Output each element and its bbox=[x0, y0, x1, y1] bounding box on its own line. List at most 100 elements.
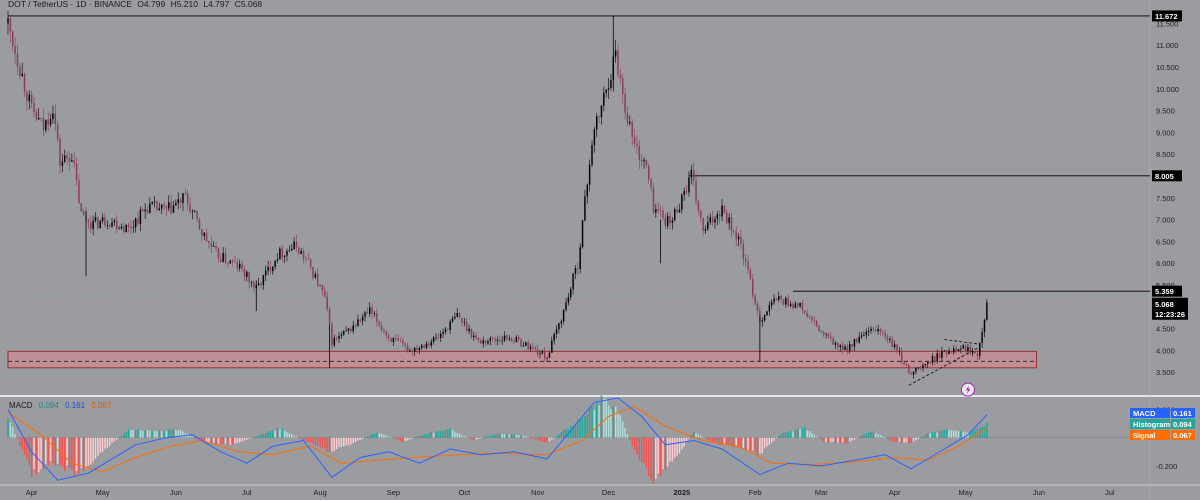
candle-body bbox=[872, 328, 875, 330]
candle bbox=[64, 149, 66, 164]
candle-body bbox=[629, 121, 631, 124]
candle bbox=[804, 310, 806, 315]
candle bbox=[730, 212, 733, 238]
candle-body bbox=[246, 271, 248, 277]
candle-body bbox=[728, 217, 730, 224]
candle-body bbox=[38, 117, 40, 120]
candle bbox=[532, 343, 534, 352]
candle bbox=[177, 192, 179, 210]
candle bbox=[832, 336, 834, 345]
candle-body bbox=[640, 159, 643, 162]
candle-body bbox=[369, 307, 371, 314]
macd-histogram-bar bbox=[577, 420, 579, 438]
candle-body bbox=[692, 169, 695, 181]
candle bbox=[513, 337, 515, 345]
candle bbox=[385, 330, 388, 339]
macd-histogram-bar bbox=[870, 431, 872, 438]
macd-histogram-bar bbox=[71, 437, 73, 470]
candle bbox=[863, 331, 865, 337]
candle bbox=[676, 204, 678, 214]
macd-histogram-bar bbox=[257, 435, 260, 438]
candle bbox=[347, 327, 350, 334]
candle bbox=[539, 350, 541, 359]
candle-body bbox=[896, 344, 898, 352]
candle bbox=[964, 344, 967, 354]
macd-histogram-bar bbox=[619, 415, 622, 438]
candle bbox=[390, 337, 392, 343]
macd-histogram-bar bbox=[638, 437, 641, 460]
candle bbox=[936, 349, 938, 364]
candle bbox=[595, 112, 598, 137]
macd-histogram-bar bbox=[551, 437, 553, 440]
candle-body bbox=[794, 303, 797, 308]
macd-histogram-bar bbox=[688, 437, 690, 439]
macd-histogram-bar bbox=[756, 437, 759, 455]
candle bbox=[409, 347, 411, 352]
candle bbox=[468, 324, 470, 335]
candle-body bbox=[740, 236, 742, 244]
candle-body bbox=[238, 263, 241, 269]
candle-body bbox=[796, 303, 799, 307]
candle bbox=[238, 259, 241, 272]
candle bbox=[593, 126, 596, 153]
candle bbox=[666, 212, 669, 229]
macd-histogram-bar bbox=[475, 437, 477, 440]
macd-histogram-bar bbox=[156, 431, 158, 438]
candle bbox=[860, 332, 863, 340]
macd-histogram-bar bbox=[645, 437, 648, 469]
candle bbox=[581, 219, 584, 249]
macd-histogram-bar bbox=[390, 437, 392, 438]
candle-body bbox=[314, 274, 317, 278]
candle-body bbox=[463, 321, 466, 323]
candle-body bbox=[683, 191, 685, 195]
macd-histogram-bar bbox=[295, 436, 298, 438]
macd-histogram-bar bbox=[766, 437, 768, 447]
candle-body bbox=[383, 330, 385, 332]
candle bbox=[591, 140, 593, 168]
candle bbox=[924, 363, 927, 368]
macd-histogram-bar bbox=[971, 430, 974, 438]
candle bbox=[118, 226, 120, 230]
candle bbox=[650, 177, 652, 193]
candle bbox=[224, 247, 227, 265]
candle bbox=[499, 335, 501, 344]
candle bbox=[236, 258, 239, 272]
macd-histogram-bar bbox=[678, 437, 681, 454]
candle-body bbox=[529, 346, 532, 350]
candle bbox=[326, 291, 328, 312]
candle bbox=[690, 164, 693, 185]
macd-histogram-bar bbox=[33, 437, 35, 470]
candle-body bbox=[54, 113, 57, 125]
candle-body bbox=[23, 73, 26, 92]
candle-body bbox=[364, 312, 366, 317]
macd-histogram-bar bbox=[617, 412, 619, 438]
candle-body bbox=[851, 343, 853, 347]
macd-histogram-bar bbox=[186, 434, 189, 438]
candle-body bbox=[399, 340, 402, 342]
macd-histogram-bar bbox=[747, 437, 749, 451]
candle bbox=[52, 105, 54, 124]
candle-body bbox=[787, 298, 789, 307]
macd-histogram-bar bbox=[16, 437, 19, 440]
candle bbox=[191, 209, 194, 220]
candle bbox=[953, 345, 955, 355]
macd-histogram-bar bbox=[364, 437, 366, 439]
macd-histogram-bar bbox=[142, 430, 144, 438]
macd-histogram-bar bbox=[548, 437, 551, 442]
macd-histogram-bar bbox=[822, 437, 825, 443]
candle-body bbox=[28, 94, 31, 101]
candle bbox=[789, 300, 792, 308]
macd-histogram-bar bbox=[640, 437, 643, 463]
candle bbox=[449, 319, 451, 334]
candle-body bbox=[451, 318, 454, 322]
price-tick-label: 6.000 bbox=[1156, 259, 1175, 268]
candle bbox=[335, 336, 338, 342]
candle bbox=[359, 318, 362, 323]
candle bbox=[908, 363, 910, 375]
candle-body bbox=[26, 91, 28, 101]
macd-histogram-bar bbox=[806, 430, 808, 438]
candle bbox=[376, 309, 378, 327]
candle-body bbox=[981, 332, 983, 343]
